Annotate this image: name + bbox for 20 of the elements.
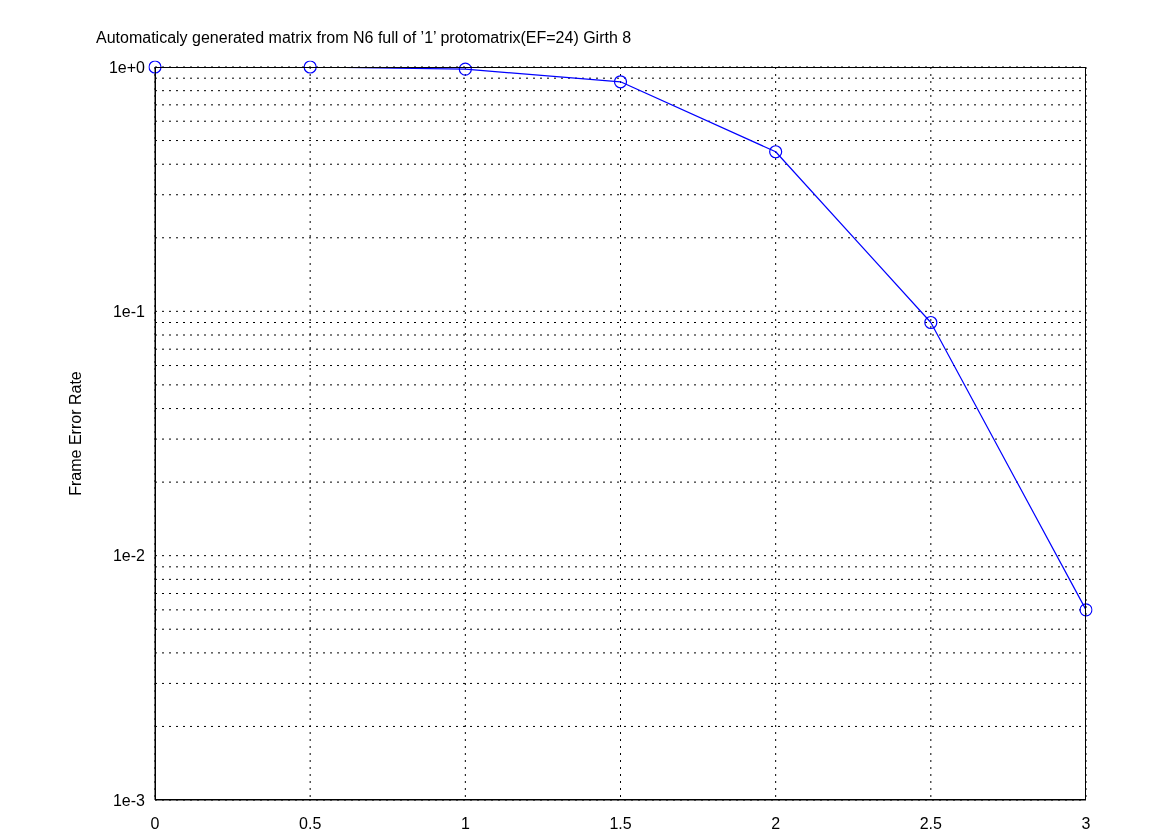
chart-title: Automaticaly generated matrix from N6 full of ’1’ protomatrix(EF=24) Girth 8 — [96, 28, 632, 48]
x-tick-label: 1 — [460, 815, 470, 833]
x-tick-label: 0.5 — [299, 815, 322, 833]
y-tick-label: 1e-2 — [112, 547, 146, 565]
point — [613, 75, 628, 89]
point — [148, 60, 162, 74]
point — [458, 62, 472, 76]
x-tick-label: 0 — [150, 815, 160, 833]
x-tick-label: 1.5 — [609, 815, 632, 833]
x-tick-label: 2.5 — [919, 815, 943, 833]
x-tick-label: 2 — [771, 815, 781, 833]
y-tick-label: 1e+0 — [108, 58, 146, 76]
x-tick-label: 3 — [1081, 815, 1091, 833]
point — [769, 145, 783, 159]
y-tick-label: 1e-3 — [112, 791, 146, 809]
y-tick-label: 1e-1 — [112, 303, 146, 321]
point — [924, 315, 938, 330]
y-axis-title: Frame Error Rate — [66, 371, 84, 496]
point — [303, 60, 317, 74]
point — [1079, 603, 1093, 617]
